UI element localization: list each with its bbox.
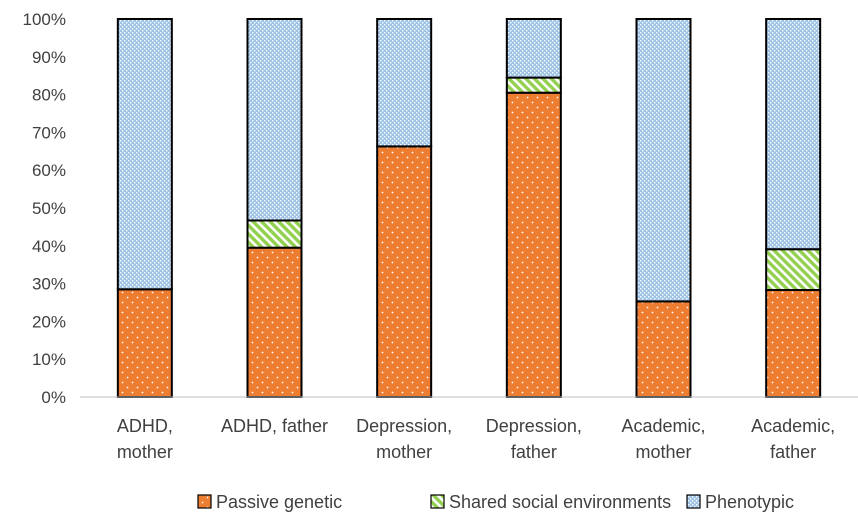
category-label: Depression, mother bbox=[356, 416, 452, 462]
x-axis-category-labels: ADHD, mother ADHD, father Depression, mother… bbox=[117, 416, 835, 462]
legend-label: Passive genetic bbox=[216, 492, 342, 512]
legend: Passive genetic Shared social environment… bbox=[197, 492, 794, 512]
legend-swatch bbox=[430, 494, 445, 509]
category-label: ADHD, mother bbox=[117, 416, 173, 462]
bar-segment-shared-social-environments bbox=[246, 219, 303, 249]
bar-segment-shared-social-environments bbox=[505, 76, 562, 94]
bar-segment-passive-genetic bbox=[505, 91, 562, 399]
y-tick-label: 90% bbox=[32, 48, 66, 67]
bar-segment-phenotypic bbox=[765, 18, 822, 251]
bar-segment-phenotypic bbox=[246, 18, 303, 222]
bar-segment-phenotypic bbox=[635, 18, 692, 303]
bar-segment-phenotypic bbox=[505, 18, 562, 79]
y-tick-label: 0% bbox=[41, 388, 66, 407]
legend-label: Shared social environments bbox=[449, 492, 671, 512]
y-tick-label: 60% bbox=[32, 161, 66, 180]
y-tick-label: 20% bbox=[32, 312, 66, 331]
category-label: ADHD, father bbox=[221, 416, 328, 436]
legend-swatch bbox=[686, 494, 701, 509]
y-tick-label: 30% bbox=[32, 275, 66, 294]
bar-segment-shared-social-environments bbox=[765, 248, 822, 292]
bar-segment-passive-genetic bbox=[246, 246, 303, 398]
y-tick-label: 40% bbox=[32, 237, 66, 256]
bar-segment-passive-genetic bbox=[765, 289, 822, 398]
y-tick-label: 50% bbox=[32, 199, 66, 218]
bars bbox=[116, 18, 822, 399]
y-tick-label: 10% bbox=[32, 350, 66, 369]
category-label: Academic, father bbox=[751, 416, 835, 462]
y-axis-tick-labels: 0% 10% 20% 30% 40% 50% 60% 70% 80% 90% 100% bbox=[23, 10, 66, 407]
bar-segment-phenotypic bbox=[116, 18, 173, 291]
legend-item: Passive genetic bbox=[197, 492, 342, 512]
bar-segment-passive-genetic bbox=[116, 288, 173, 398]
legend-label: Phenotypic bbox=[705, 492, 794, 512]
bar-segment-phenotypic bbox=[376, 18, 433, 148]
y-tick-label: 70% bbox=[32, 123, 66, 142]
y-tick-label: 80% bbox=[32, 86, 66, 105]
legend-item: Shared social environments bbox=[430, 492, 671, 512]
bar-segment-passive-genetic bbox=[376, 145, 433, 398]
y-tick-label: 100% bbox=[23, 10, 66, 29]
category-label: Depression, father bbox=[486, 416, 582, 462]
legend-swatch bbox=[197, 494, 212, 509]
bar-segment-passive-genetic bbox=[635, 300, 692, 398]
legend-item: Phenotypic bbox=[686, 492, 794, 512]
category-label: Academic, mother bbox=[621, 416, 705, 462]
